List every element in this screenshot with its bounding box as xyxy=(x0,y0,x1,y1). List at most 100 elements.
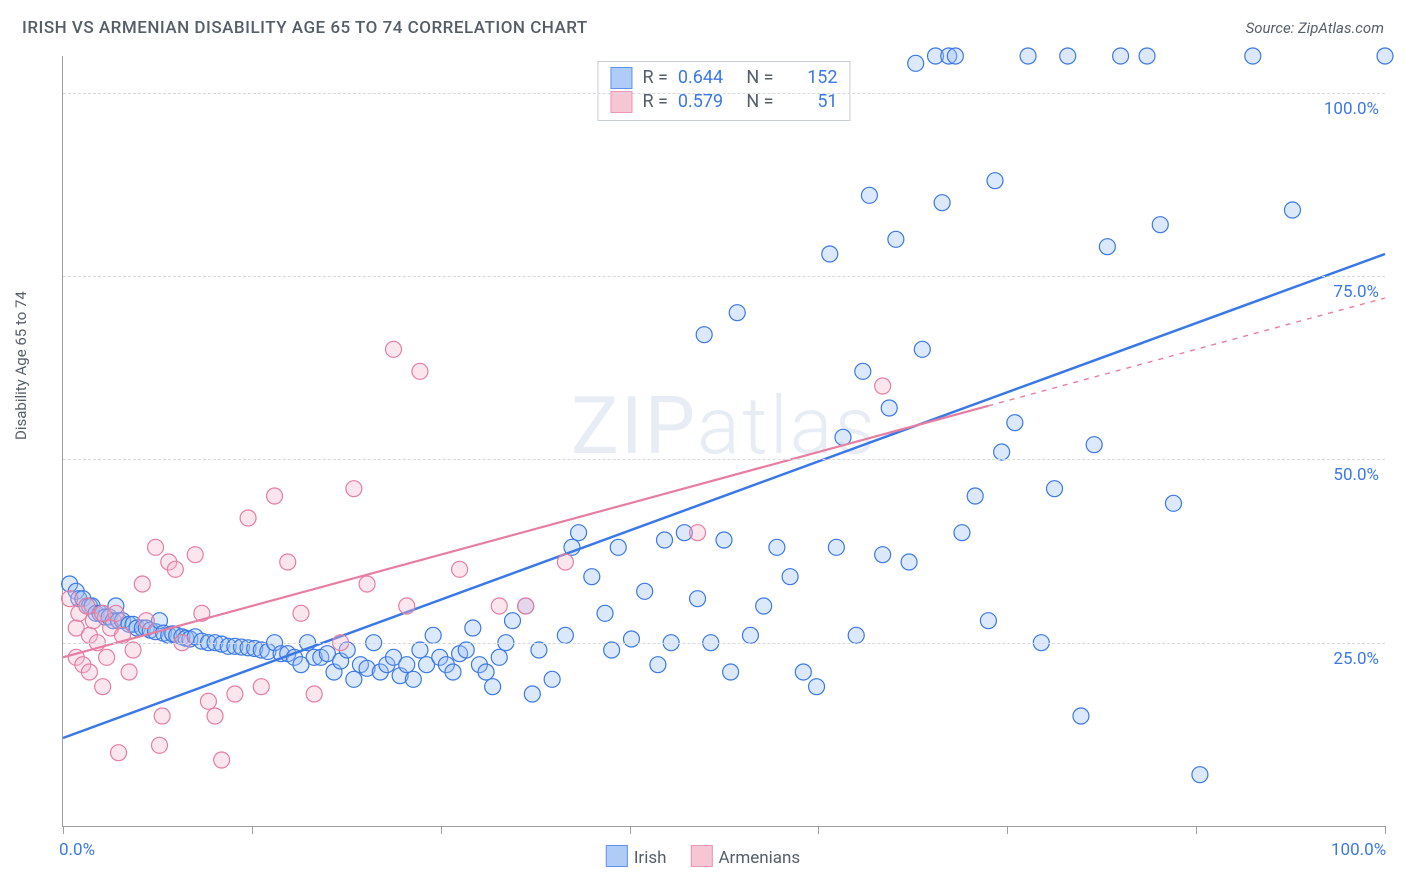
data-point xyxy=(690,525,706,541)
data-point xyxy=(901,554,917,570)
data-point xyxy=(359,576,375,592)
y-tick-label: 75.0% xyxy=(1333,282,1379,302)
data-point xyxy=(214,752,230,768)
data-point xyxy=(650,657,666,673)
data-point xyxy=(571,525,587,541)
data-point xyxy=(1245,48,1261,64)
legend-swatch xyxy=(610,67,632,89)
gridline xyxy=(63,459,1385,460)
data-point xyxy=(399,657,415,673)
correlation-legend: R =0.644 N =152R =0.579 N =51 xyxy=(597,61,850,121)
data-point xyxy=(386,341,402,357)
legend-stat-row: R =0.644 N =152 xyxy=(610,66,837,90)
y-axis-label: Disability Age 65 to 74 xyxy=(12,291,30,440)
data-point xyxy=(478,664,494,680)
data-point xyxy=(729,305,745,321)
data-point xyxy=(584,569,600,585)
legend-swatch xyxy=(606,845,628,867)
data-point xyxy=(293,605,309,621)
x-tick xyxy=(1385,826,1386,834)
data-point xyxy=(125,642,141,658)
data-point xyxy=(99,649,115,665)
data-point xyxy=(111,745,127,761)
data-point xyxy=(875,378,891,394)
data-point xyxy=(987,173,1003,189)
data-point xyxy=(95,679,111,695)
data-point xyxy=(154,708,170,724)
data-point xyxy=(148,539,164,555)
x-tick xyxy=(252,826,253,834)
data-point xyxy=(716,532,732,548)
data-point xyxy=(1007,415,1023,431)
data-point xyxy=(405,671,421,687)
data-point xyxy=(994,444,1010,460)
data-point xyxy=(491,598,507,614)
data-point xyxy=(742,627,758,643)
data-point xyxy=(108,605,124,621)
data-point xyxy=(280,554,296,570)
x-tick-label: 100.0% xyxy=(1331,840,1386,860)
data-point xyxy=(980,613,996,629)
y-tick-label: 25.0% xyxy=(1333,649,1379,669)
data-point xyxy=(1099,239,1115,255)
legend-swatch xyxy=(610,91,632,113)
gridline xyxy=(63,643,1385,644)
data-point xyxy=(610,539,626,555)
data-point xyxy=(657,532,673,548)
data-point xyxy=(425,627,441,643)
data-point xyxy=(855,363,871,379)
data-point xyxy=(465,620,481,636)
data-point xyxy=(557,554,573,570)
source-label: Source: ZipAtlas.com xyxy=(1246,19,1384,37)
data-point xyxy=(1113,48,1129,64)
plot-area: ZIPatlas R =0.644 N =152R =0.579 N =51 2… xyxy=(62,56,1385,827)
data-point xyxy=(954,525,970,541)
y-tick-label: 50.0% xyxy=(1333,465,1379,485)
trend-line-extrapolated xyxy=(988,298,1385,406)
legend-label: Armenians xyxy=(718,848,800,868)
data-point xyxy=(187,547,203,563)
legend-item: Irish xyxy=(606,845,667,868)
data-point xyxy=(1152,217,1168,233)
data-point xyxy=(134,576,150,592)
series-legend: Irish Armenians xyxy=(606,845,800,868)
data-point xyxy=(81,664,97,680)
data-point xyxy=(346,481,362,497)
data-point xyxy=(1060,48,1076,64)
x-tick xyxy=(63,826,64,834)
data-point xyxy=(947,48,963,64)
data-point xyxy=(756,598,772,614)
x-tick xyxy=(818,826,819,834)
data-point xyxy=(1047,481,1063,497)
data-point xyxy=(1192,767,1208,783)
data-point xyxy=(445,664,461,680)
data-point xyxy=(267,488,283,504)
data-point xyxy=(138,613,154,629)
data-point xyxy=(861,187,877,203)
x-tick xyxy=(1007,826,1008,834)
data-point xyxy=(1020,48,1036,64)
data-point xyxy=(62,591,78,607)
data-point xyxy=(888,231,904,247)
data-point xyxy=(696,327,712,343)
data-point xyxy=(723,664,739,680)
data-point xyxy=(200,693,216,709)
data-point xyxy=(412,363,428,379)
data-point xyxy=(240,510,256,526)
chart-title: IRISH VS ARMENIAN DISABILITY AGE 65 TO 7… xyxy=(22,18,588,38)
data-point xyxy=(518,598,534,614)
data-point xyxy=(597,605,613,621)
n-value: 152 xyxy=(784,66,838,90)
data-point xyxy=(458,642,474,658)
data-point xyxy=(828,539,844,555)
data-point xyxy=(452,561,468,577)
y-tick-label: 100.0% xyxy=(1324,99,1379,119)
x-tick xyxy=(441,826,442,834)
r-label: R = xyxy=(642,66,667,90)
gridline xyxy=(63,93,1385,94)
data-point xyxy=(524,686,540,702)
data-point xyxy=(306,686,322,702)
data-point xyxy=(531,642,547,658)
data-point xyxy=(346,671,362,687)
x-tick xyxy=(630,826,631,834)
